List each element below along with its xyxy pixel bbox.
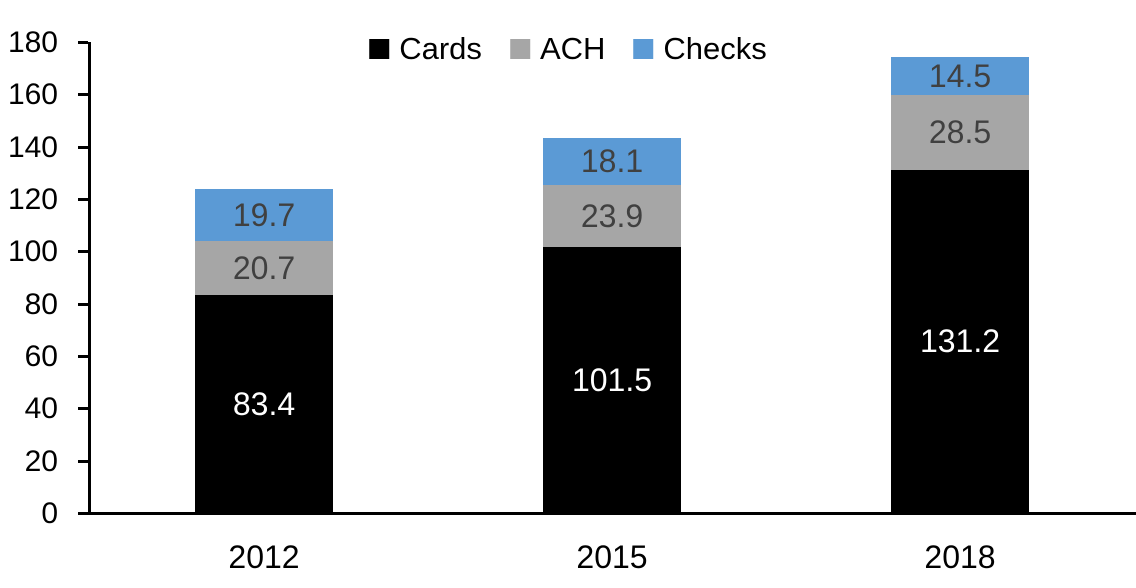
- y-tick-label-180: 180: [7, 26, 58, 59]
- y-tick-label-120: 120: [7, 183, 58, 216]
- bar-value-label-cards-2018: 131.2: [919, 323, 1001, 360]
- y-tick-label-160: 160: [7, 78, 58, 112]
- y-tick-label-40: 40: [24, 392, 58, 426]
- y-axis-tick-140: [78, 145, 88, 149]
- y-tick-label-80: 80: [24, 287, 58, 321]
- x-axis-line: [88, 512, 1136, 515]
- y-axis-tick-80: [78, 302, 88, 306]
- bar-value-label-cards-2012: 83.4: [232, 385, 296, 422]
- bar-value-label-checks-2018: 14.5: [928, 58, 992, 95]
- bar-segment-cards-2012: 83.4: [195, 294, 333, 513]
- legend-item-cards: Cards: [369, 33, 482, 64]
- legend-item-checks: Checks: [633, 31, 767, 66]
- legend-label-checks: Checks: [663, 31, 767, 66]
- x-tick-label-2015: 2015: [576, 539, 648, 575]
- bar-segment-ach-2018: 28.5: [891, 95, 1029, 170]
- legend-swatch-icon-checks: [633, 38, 654, 59]
- bar-value-label-ach-2012: 20.7: [232, 249, 296, 286]
- legend-swatch-icon-cards: [369, 38, 390, 59]
- y-axis-tick-100: [78, 250, 88, 254]
- y-tick-label-140: 140: [7, 130, 58, 164]
- y-axis-tick-40: [78, 407, 88, 411]
- bar-segment-ach-2012: 20.7: [195, 240, 333, 295]
- y-tick-label-60: 60: [24, 340, 58, 373]
- legend-swatch-icon-ach: [509, 38, 530, 59]
- bar-value-label-cards-2015: 101.5: [571, 362, 653, 399]
- bar-value-label-ach-2018: 28.5: [928, 114, 992, 151]
- bar-value-label-checks-2012: 19.7: [232, 196, 296, 233]
- y-axis-tick-160: [78, 93, 88, 97]
- y-tick-label-100: 100: [7, 235, 58, 269]
- bar-segment-checks-2015: 18.1: [543, 137, 681, 185]
- legend-label-ach: ACH: [539, 31, 606, 66]
- y-axis-tick-0: [78, 512, 88, 515]
- y-axis-tick-60: [78, 355, 88, 358]
- bar-segment-ach-2015: 23.9: [543, 184, 681, 248]
- x-tick-label-2012: 2012: [228, 539, 300, 575]
- bar-segment-cards-2015: 101.5: [543, 247, 681, 513]
- legend-item-ach: ACH: [509, 31, 606, 66]
- y-axis-tick-120: [78, 198, 88, 201]
- bar-value-label-checks-2015: 18.1: [580, 143, 644, 180]
- chart-legend: Cards ACH Checks: [369, 33, 767, 64]
- y-axis-tick-20: [78, 459, 88, 463]
- x-tick-label-2018: 2018: [924, 539, 996, 575]
- y-axis-line: [88, 42, 91, 515]
- bar-segment-checks-2012: 19.7: [195, 189, 333, 241]
- y-tick-label-20: 20: [24, 444, 58, 478]
- bar-segment-cards-2018: 131.2: [891, 169, 1029, 513]
- y-axis-tick-180: [78, 41, 88, 44]
- bar-value-label-ach-2015: 23.9: [580, 198, 644, 235]
- y-tick-label-0: 0: [41, 497, 58, 530]
- legend-label-cards: Cards: [399, 31, 482, 66]
- bar-segment-checks-2018: 14.5: [891, 57, 1029, 96]
